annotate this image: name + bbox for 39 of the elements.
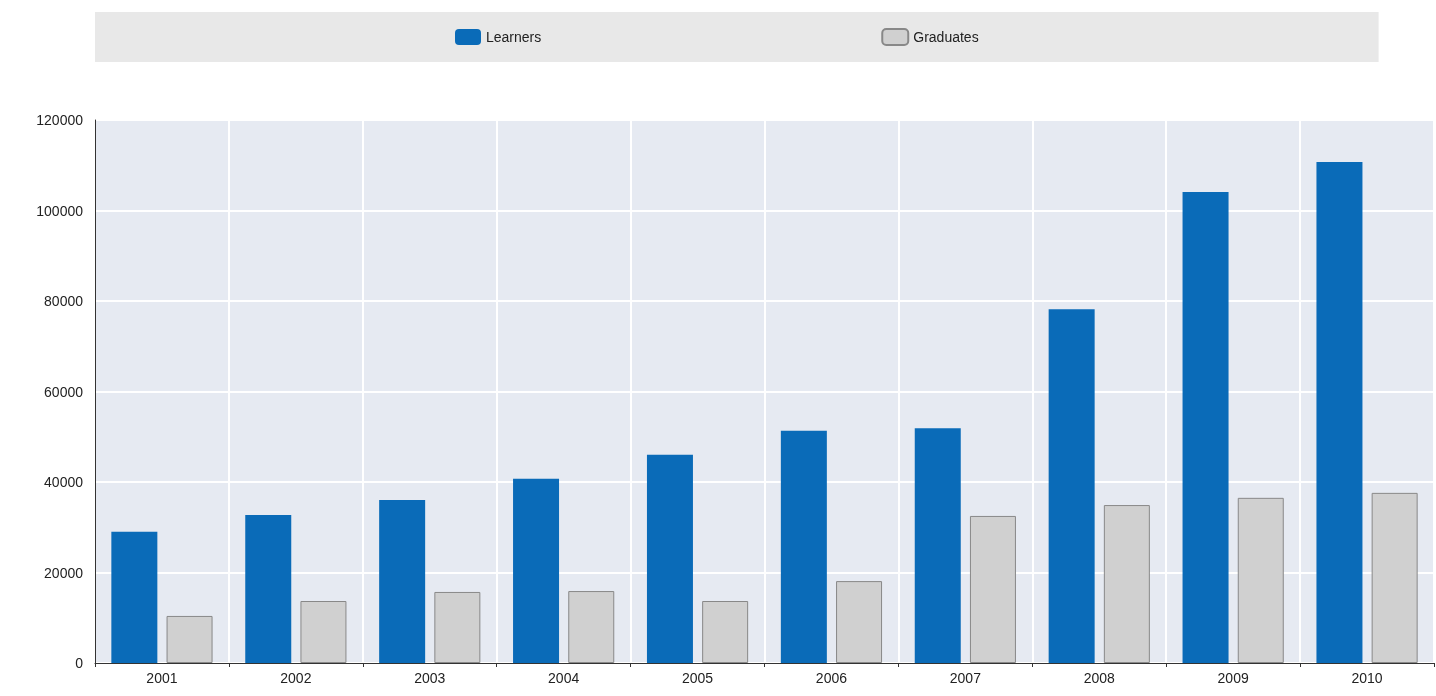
x-tick-label: 2007	[949, 670, 982, 686]
y-tick-label: 80000	[44, 293, 84, 309]
bar	[513, 478, 560, 663]
bar	[111, 531, 158, 663]
legend-label: Learners	[486, 29, 542, 45]
bar	[969, 515, 1016, 663]
bar	[568, 591, 615, 663]
bar	[1371, 492, 1418, 663]
bar	[914, 428, 961, 663]
x-tick-label: 2004	[548, 670, 580, 686]
bar	[1316, 162, 1363, 663]
bar	[1182, 191, 1229, 663]
x-tick-label: 2005	[681, 670, 714, 686]
bar	[379, 500, 426, 663]
bar	[702, 601, 749, 663]
y-tick-label: 100000	[36, 202, 84, 219]
y-tick-label: 40000	[44, 474, 84, 490]
bar	[1103, 505, 1150, 663]
x-tick-label: 2006	[815, 670, 848, 686]
x-tick-label: 2002	[280, 670, 312, 686]
bar	[245, 515, 292, 663]
x-tick-label: 2008	[1083, 670, 1116, 686]
legend-label: Graduates	[913, 29, 979, 45]
bar	[434, 591, 481, 663]
x-tick-label: 2010	[1351, 670, 1383, 686]
y-tick-label: 20000	[44, 564, 84, 581]
y-tick-label: 120000	[36, 112, 84, 128]
bar	[1048, 309, 1095, 663]
bar	[646, 454, 693, 663]
x-tick-label: 2009	[1217, 670, 1249, 686]
bar	[780, 430, 827, 663]
bar	[166, 615, 213, 663]
bar	[300, 601, 347, 663]
x-tick-label: 2003	[414, 670, 446, 686]
bar	[1237, 497, 1284, 663]
y-tick-label: 60000	[44, 383, 84, 400]
bar	[836, 581, 883, 663]
y-tick-label: 0	[75, 655, 84, 671]
x-tick-label: 2001	[146, 670, 178, 686]
